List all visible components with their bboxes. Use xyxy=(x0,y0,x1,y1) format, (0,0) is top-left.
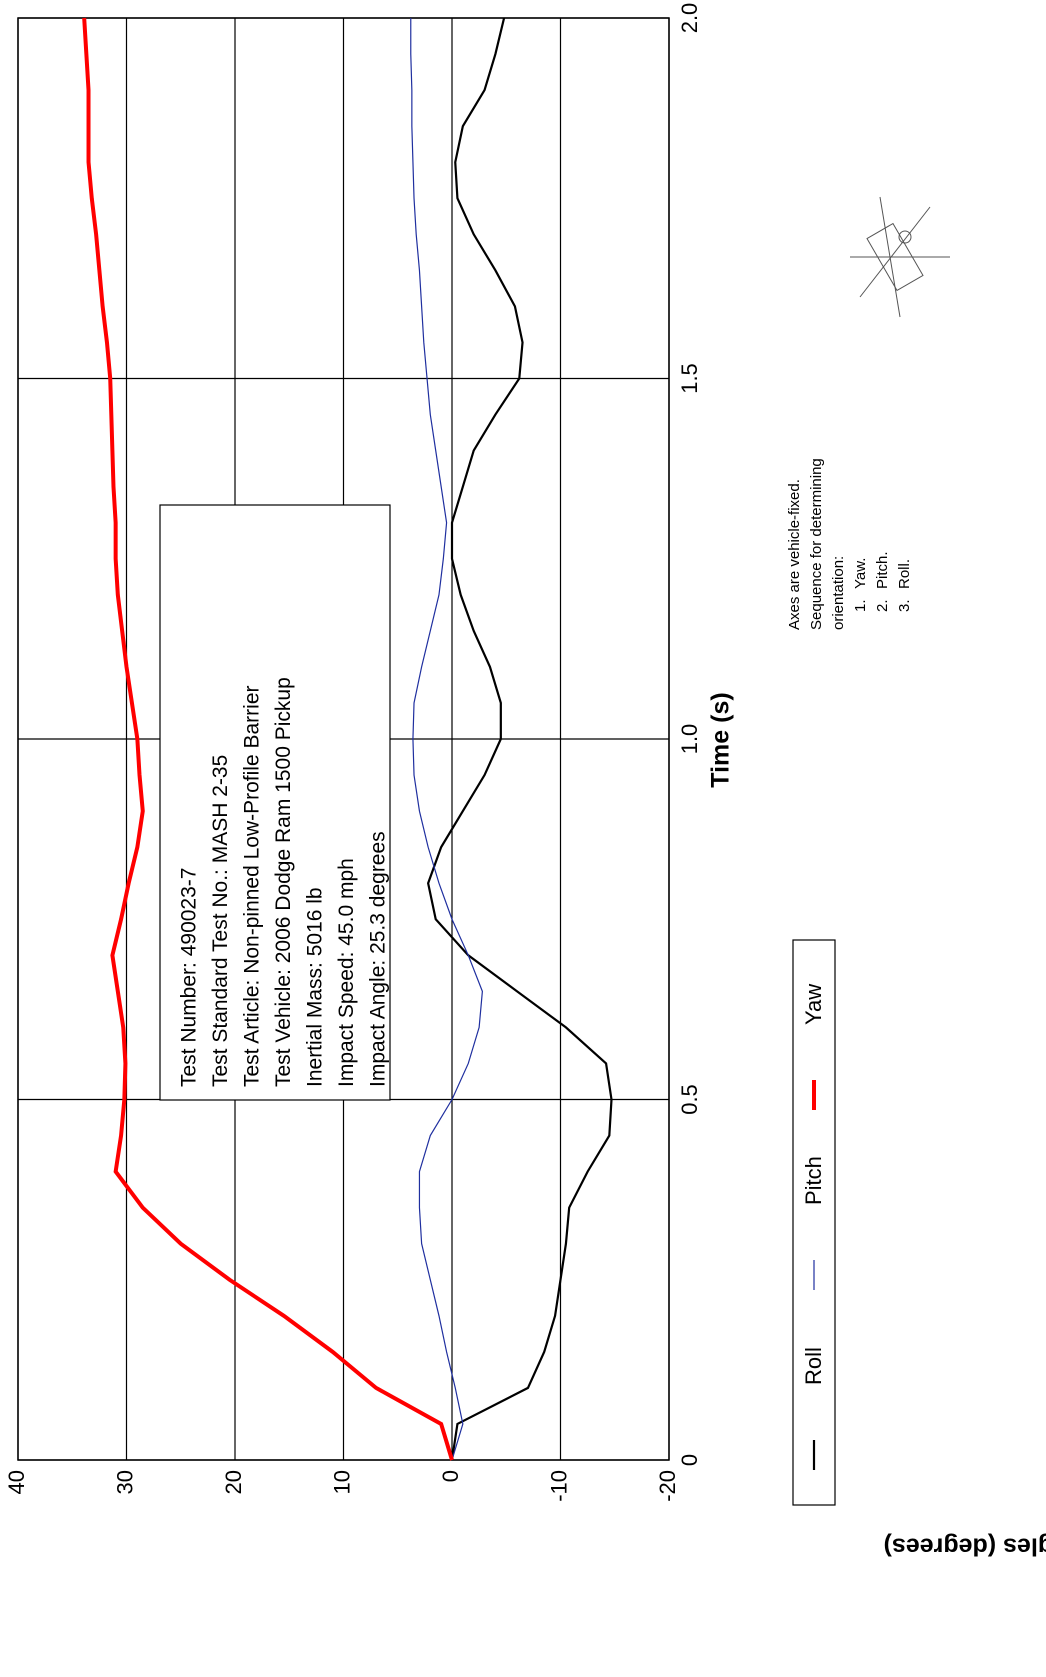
note-text: Sequence for determining xyxy=(808,458,825,630)
annotation-text: Impact Angle: 25.3 degrees xyxy=(367,831,390,1087)
note-text: Axes are vehicle-fixed. xyxy=(786,479,803,630)
x-tick-label: 1.5 xyxy=(677,363,702,394)
legend-label: Yaw xyxy=(801,984,826,1025)
legend-label: Pitch xyxy=(801,1156,826,1205)
series-line xyxy=(426,17,613,1461)
y-tick-label: -20 xyxy=(655,1470,680,1502)
note-number: 1. xyxy=(852,599,869,612)
note-item: Pitch. xyxy=(874,551,891,589)
note-number: 3. xyxy=(896,599,913,612)
annotation-text: Test Number: 490023-7 xyxy=(178,868,201,1087)
y-tick-label: 0 xyxy=(438,1470,463,1482)
annotation-text: Test Vehicle: 2006 Dodge Ram 1500 Pickup xyxy=(272,677,295,1087)
x-tick-label: 2.0 xyxy=(677,3,702,34)
y-axis-label: Angles (degrees) xyxy=(884,1532,1046,1560)
annotation-text: Test Article: Non-pinned Low-Profile Bar… xyxy=(241,685,264,1087)
plot-frame xyxy=(17,17,670,1461)
y-tick-label: 20 xyxy=(221,1470,246,1494)
x-axis-label: Time (s) xyxy=(707,692,735,787)
y-tick-label: 40 xyxy=(4,1470,29,1494)
y-tick-label: 10 xyxy=(329,1470,354,1494)
note-text: orientation: xyxy=(830,556,847,630)
x-tick-label: 0 xyxy=(677,1454,702,1466)
y-tick-label: -10 xyxy=(546,1470,571,1502)
annotation-text: Impact Speed: 45.0 mph xyxy=(335,858,358,1087)
series-line xyxy=(410,18,483,1461)
note-item: Roll. xyxy=(896,559,913,589)
annotation-box xyxy=(159,504,391,1101)
x-tick-label: 1.0 xyxy=(677,724,702,755)
legend-label: Roll xyxy=(801,1347,826,1385)
rotated-chart: Time (s) Angles (degrees) -20 -10 0 10 20 30 4… xyxy=(4,3,1046,1561)
annotation-text: Test Standard Test No.: MASH 2-35 xyxy=(209,755,232,1087)
note-item: Yaw. xyxy=(852,558,869,589)
vehicle-icon xyxy=(850,196,950,318)
series-line xyxy=(82,17,454,1461)
y-tick-label: 30 xyxy=(112,1470,137,1494)
note-number: 2. xyxy=(874,599,891,612)
annotation-text: Inertial Mass: 5016 lb xyxy=(304,887,327,1087)
x-tick-label: 0.5 xyxy=(677,1084,702,1115)
legend-box xyxy=(792,939,836,1506)
